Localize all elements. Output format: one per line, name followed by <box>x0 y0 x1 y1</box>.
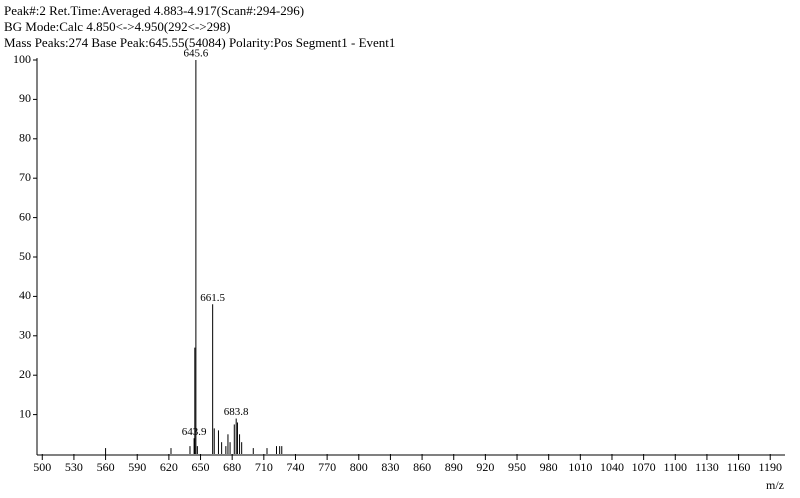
y-tick-label: 10 <box>19 406 31 420</box>
peak-label: 643.9 <box>182 426 207 438</box>
x-tick-label: 680 <box>223 460 241 474</box>
x-tick-label: 860 <box>413 460 431 474</box>
y-tick-label: 90 <box>19 91 31 105</box>
x-tick-label: 650 <box>192 460 210 474</box>
peak-label: 661.5 <box>200 292 225 304</box>
x-tick-label: 1070 <box>632 460 656 474</box>
y-tick-label: 80 <box>19 131 31 145</box>
x-tick-label: 830 <box>381 460 399 474</box>
x-tick-label: 920 <box>476 460 494 474</box>
x-tick-label: 560 <box>97 460 115 474</box>
x-tick-label: 500 <box>33 460 51 474</box>
y-tick-label: 20 <box>19 367 31 381</box>
x-tick-label: 710 <box>255 460 273 474</box>
header-line: Mass Peaks:274 Base Peak:645.55(54084) P… <box>4 35 395 50</box>
x-tick-label: 1040 <box>600 460 624 474</box>
x-tick-label: 950 <box>508 460 526 474</box>
peak-label: 683.8 <box>224 406 249 418</box>
y-tick-label: 50 <box>19 249 31 263</box>
x-tick-label: 1100 <box>663 460 687 474</box>
y-tick-label: 40 <box>19 288 31 302</box>
x-tick-label: 1010 <box>568 460 592 474</box>
x-tick-label: 620 <box>160 460 178 474</box>
x-tick-label: 980 <box>540 460 558 474</box>
header-line: Peak#:2 Ret.Time:Averaged 4.883-4.917(Sc… <box>4 3 304 18</box>
y-tick-label: 100 <box>13 52 31 66</box>
x-tick-label: 740 <box>286 460 304 474</box>
x-tick-label: 590 <box>128 460 146 474</box>
y-tick-label: 30 <box>19 328 31 342</box>
y-tick-label: 70 <box>19 170 31 184</box>
peak-label: 645.6 <box>184 48 209 60</box>
header-line: BG Mode:Calc 4.850<->4.950(292<->298) <box>4 19 230 34</box>
x-tick-label: 890 <box>445 460 463 474</box>
x-axis-label: m/z <box>766 478 784 492</box>
x-tick-label: 1130 <box>695 460 719 474</box>
y-tick-label: 60 <box>19 209 31 223</box>
x-tick-label: 800 <box>350 460 368 474</box>
x-tick-label: 770 <box>318 460 336 474</box>
x-tick-label: 1190 <box>758 460 782 474</box>
x-tick-label: 530 <box>65 460 83 474</box>
x-tick-label: 1160 <box>727 460 751 474</box>
